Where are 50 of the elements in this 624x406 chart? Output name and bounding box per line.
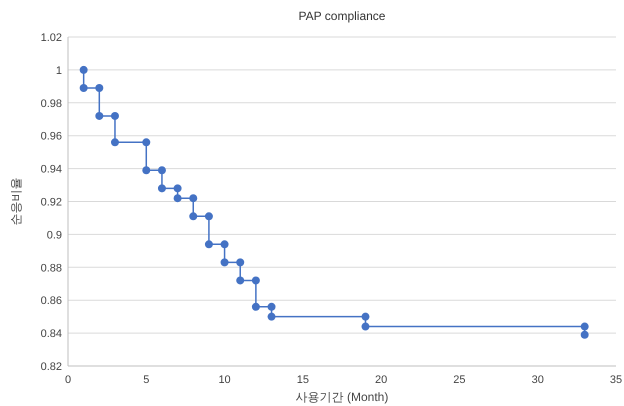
- point: [110, 112, 119, 120]
- point: [361, 312, 370, 321]
- y-tick-label: 0.84: [40, 328, 62, 340]
- point: [80, 66, 88, 74]
- chart-title: PAP compliance: [298, 9, 386, 23]
- y-tick-label: 0.96: [40, 130, 62, 143]
- point: [268, 302, 276, 311]
- point: [158, 184, 166, 192]
- point: [80, 84, 88, 92]
- y-tick-label: 1.02: [40, 32, 62, 44]
- y-tick-label: 0.92: [40, 196, 62, 208]
- y-tick-label: 0.94: [40, 164, 62, 176]
- point: [174, 194, 182, 202]
- point: [236, 276, 244, 284]
- point: [110, 138, 119, 146]
- point: [189, 194, 198, 202]
- x-tick-label: 20: [375, 374, 388, 386]
- point: [189, 212, 198, 220]
- x-axis-title: 사용기간 (Month): [296, 390, 388, 404]
- point: [361, 322, 370, 331]
- point: [142, 138, 150, 146]
- y-tick-label: 0.9: [46, 229, 62, 242]
- point: [580, 322, 589, 331]
- y-tick-label: 0.98: [40, 98, 62, 110]
- x-tick-label: 25: [453, 374, 466, 386]
- x-tick-label: 35: [610, 374, 622, 386]
- point: [204, 240, 213, 248]
- point: [220, 258, 229, 266]
- point: [174, 184, 182, 192]
- point: [268, 312, 276, 321]
- x-tick-label: 15: [296, 374, 309, 386]
- point: [95, 84, 104, 92]
- x-tick-label: 10: [218, 374, 231, 386]
- point: [158, 166, 166, 174]
- point: [142, 166, 150, 174]
- y-tick-label: 1: [56, 64, 62, 77]
- x-tick-label: 30: [532, 374, 544, 386]
- point: [204, 212, 213, 220]
- point: [252, 302, 260, 311]
- y-tick-label: 0.82: [40, 361, 62, 373]
- y-axis-title: 순응비율: [9, 178, 23, 226]
- x-tick-label: 0: [64, 374, 72, 386]
- y-tick-label: 0.86: [40, 295, 62, 308]
- point: [236, 258, 244, 266]
- y-tick-label: 0.88: [40, 262, 62, 274]
- point: [580, 330, 589, 339]
- point: [95, 112, 104, 120]
- point: [252, 276, 260, 284]
- x-tick-label: 5: [143, 374, 150, 386]
- point: [220, 240, 229, 248]
